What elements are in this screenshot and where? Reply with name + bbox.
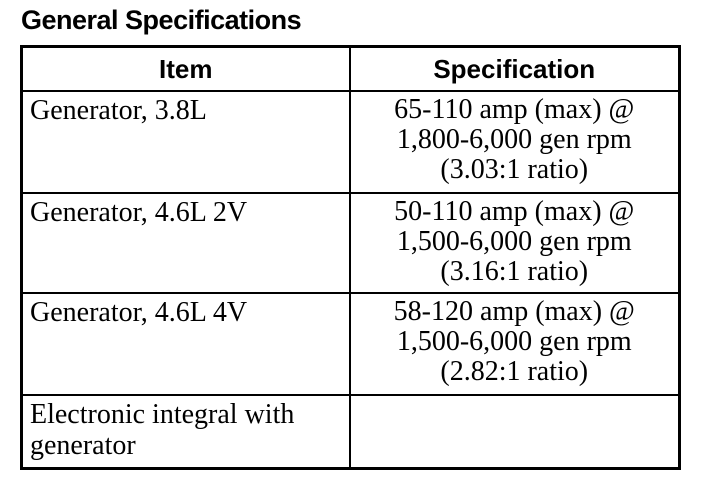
spec-line: (3.03:1 ratio)	[440, 154, 589, 185]
item-cell-generator-4-6l-4v: Generator, 4.6L 4V	[20, 292, 351, 396]
spec-line: 65-110 amp (max) @	[394, 94, 635, 125]
item-cell-generator-4-6l-2v: Generator, 4.6L 2V	[20, 192, 351, 294]
column-header-item: Item	[20, 45, 351, 92]
spec-line: 1,800-6,000 gen rpm	[396, 124, 632, 155]
spec-line: 50-110 amp (max) @	[394, 196, 635, 227]
general-specifications-table: Item Specification Generator, 3.8L 65-11…	[20, 45, 681, 470]
item-cell-electronic-integral: Electronic integral with generator	[20, 394, 351, 470]
table-header-row: Item Specification	[20, 45, 681, 92]
table-row: Generator, 4.6L 2V 50-110 amp (max) @ 1,…	[20, 192, 681, 294]
table-row: Generator, 3.8L 65-110 amp (max) @ 1,800…	[20, 90, 681, 194]
spec-line: (3.16:1 ratio)	[440, 256, 589, 287]
spec-line: 58-120 amp (max) @	[393, 296, 635, 327]
spec-cell-electronic-integral-empty	[348, 394, 681, 470]
page-title: General Specifications	[21, 5, 302, 35]
table-row: Electronic integral with generator	[20, 394, 681, 470]
column-header-specification: Specification	[348, 45, 681, 92]
spec-line: (2.82:1 ratio)	[440, 356, 589, 387]
spec-line: 1,500-6,000 gen rpm	[396, 226, 632, 257]
spec-line: 1,500-6,000 gen rpm	[396, 326, 632, 357]
item-cell-generator-3-8l: Generator, 3.8L	[20, 90, 351, 194]
spec-cell-generator-4-6l-4v: 58-120 amp (max) @ 1,500-6,000 gen rpm (…	[348, 292, 681, 396]
table-row: Generator, 4.6L 4V 58-120 amp (max) @ 1,…	[20, 292, 681, 396]
spec-cell-generator-4-6l-2v: 50-110 amp (max) @ 1,500-6,000 gen rpm (…	[348, 192, 681, 294]
spec-cell-generator-3-8l: 65-110 amp (max) @ 1,800-6,000 gen rpm (…	[348, 90, 681, 194]
